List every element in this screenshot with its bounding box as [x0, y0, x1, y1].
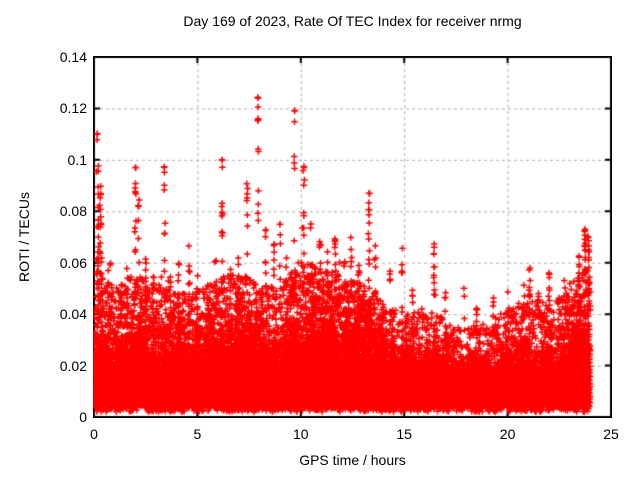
y-tick-label: 0.08 [59, 203, 87, 220]
x-tick-label: 5 [193, 426, 202, 442]
y-tick-label: 0 [79, 409, 87, 425]
chart-title: Day 169 of 2023, Rate Of TEC Index for r… [183, 13, 522, 29]
x-tick-label: 10 [293, 426, 309, 442]
x-tick-label: 25 [603, 426, 619, 442]
x-tick-label: 0 [90, 426, 98, 442]
y-tick-label: 0.14 [59, 49, 87, 65]
y-tick-label: 0.06 [59, 254, 87, 271]
y-tick-label: 0.04 [59, 306, 87, 323]
x-tick-label: 15 [396, 426, 412, 442]
x-axis-label: GPS time / hours [299, 452, 406, 468]
y-tick-label: 0.1 [67, 151, 87, 168]
y-tick-label: 0.12 [59, 100, 87, 117]
y-tick-label: 0.02 [59, 357, 87, 374]
plot-area-canvas [93, 56, 612, 418]
x-tick-label: 20 [499, 426, 516, 442]
